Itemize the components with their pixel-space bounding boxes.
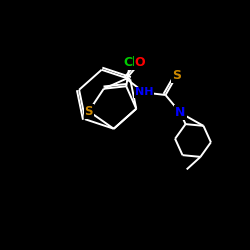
- Text: S: S: [84, 105, 93, 118]
- Text: S: S: [172, 69, 181, 82]
- Text: NH: NH: [135, 88, 154, 98]
- Text: Cl: Cl: [124, 56, 136, 69]
- Text: N: N: [175, 106, 186, 120]
- Text: O: O: [135, 56, 145, 69]
